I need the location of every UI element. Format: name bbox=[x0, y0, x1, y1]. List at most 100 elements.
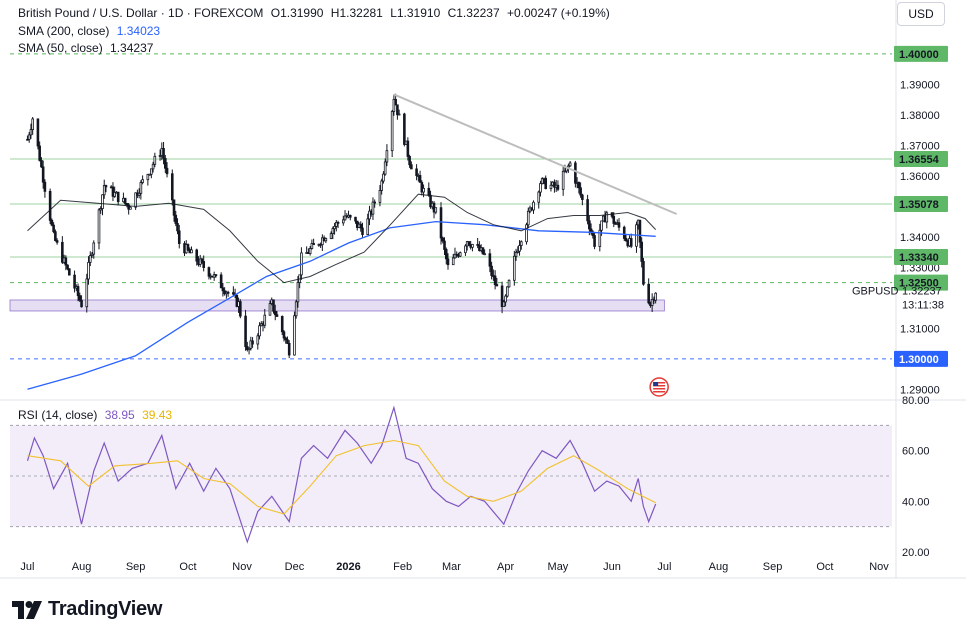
rsi-tick-label: 60.00 bbox=[902, 446, 930, 458]
candle-body bbox=[158, 155, 162, 157]
candle-body bbox=[146, 173, 150, 181]
candle bbox=[174, 210, 178, 227]
time-tick-label: Apr bbox=[497, 561, 514, 573]
candle bbox=[495, 277, 499, 287]
candle bbox=[488, 248, 492, 273]
candle bbox=[263, 308, 267, 329]
sma50-value: 1.34237 bbox=[110, 41, 154, 55]
candle-body bbox=[502, 301, 506, 308]
candle bbox=[324, 237, 328, 244]
candle bbox=[635, 221, 638, 253]
candle bbox=[80, 295, 83, 308]
ohlc-close: C1.32237 bbox=[447, 6, 500, 20]
candle-body bbox=[415, 168, 418, 177]
candle-body bbox=[471, 243, 474, 248]
candle-body bbox=[280, 316, 284, 333]
candle bbox=[50, 218, 54, 227]
candle bbox=[235, 293, 239, 308]
candle-body bbox=[397, 113, 401, 116]
candle bbox=[532, 200, 535, 214]
candle-body bbox=[40, 160, 43, 168]
rsi-legend[interactable]: RSI (14, close) 38.95 39.43 bbox=[18, 408, 176, 422]
candle-body bbox=[640, 241, 643, 262]
candle bbox=[165, 162, 169, 178]
candle bbox=[577, 181, 581, 194]
candle bbox=[329, 231, 333, 240]
price-tick-label: 1.38000 bbox=[900, 110, 940, 122]
candle-body bbox=[50, 219, 54, 226]
candle-body bbox=[361, 227, 364, 235]
time-tick-label: Sep bbox=[126, 561, 146, 573]
candle-body bbox=[476, 243, 479, 246]
level-tag-label: 1.40000 bbox=[899, 49, 939, 61]
candle bbox=[151, 161, 155, 173]
candle bbox=[111, 182, 115, 202]
level-tag-label: 1.35078 bbox=[899, 199, 939, 211]
flag-stripe bbox=[653, 382, 666, 384]
flag-stripe bbox=[653, 385, 666, 387]
candle-body bbox=[272, 299, 275, 312]
time-tick-label: Jul bbox=[657, 561, 671, 573]
candle bbox=[647, 278, 650, 305]
candle-body bbox=[418, 175, 422, 183]
currency-button[interactable]: USD bbox=[897, 2, 945, 26]
sma200-legend[interactable]: SMA (200, close) 1.34023 bbox=[18, 24, 164, 38]
candle bbox=[104, 184, 108, 193]
candle-body bbox=[251, 340, 254, 345]
candle-body bbox=[195, 249, 199, 262]
candle bbox=[101, 194, 104, 216]
level-tag-label: 1.32500 bbox=[899, 278, 939, 290]
level-tag bbox=[894, 150, 948, 167]
candle bbox=[177, 224, 181, 249]
candle bbox=[125, 202, 129, 208]
candle bbox=[518, 240, 521, 256]
candle bbox=[335, 220, 338, 232]
candle-body bbox=[202, 261, 205, 268]
candle bbox=[396, 104, 399, 120]
candle bbox=[137, 188, 141, 199]
candle bbox=[385, 144, 389, 167]
candle bbox=[312, 238, 315, 246]
candle-body bbox=[329, 233, 333, 239]
candle bbox=[172, 199, 176, 222]
candle-body bbox=[150, 168, 153, 175]
candle-body bbox=[519, 241, 523, 246]
candle bbox=[150, 168, 153, 179]
candle bbox=[549, 180, 553, 192]
candle-body bbox=[87, 261, 90, 280]
candle-body bbox=[247, 347, 251, 351]
candle bbox=[214, 273, 218, 278]
candle bbox=[464, 244, 467, 256]
candle-body bbox=[341, 219, 345, 224]
candle bbox=[61, 236, 64, 264]
candle-body bbox=[176, 223, 179, 232]
candle bbox=[273, 304, 277, 321]
level-tag bbox=[894, 350, 948, 367]
candle bbox=[361, 222, 364, 238]
candle-body bbox=[92, 242, 96, 255]
candle bbox=[284, 336, 288, 344]
candle bbox=[526, 207, 530, 229]
candle-body bbox=[141, 179, 144, 183]
time-tick-label: Nov bbox=[232, 561, 252, 573]
candle bbox=[540, 177, 544, 185]
candle-body bbox=[111, 186, 115, 197]
candle bbox=[455, 251, 459, 258]
candle-body bbox=[553, 181, 556, 188]
candle bbox=[239, 299, 242, 319]
candle-body bbox=[420, 181, 424, 193]
candle bbox=[280, 315, 284, 336]
candle-body bbox=[335, 222, 338, 227]
candle-body bbox=[451, 257, 455, 266]
tradingview-brand[interactable]: TradingView bbox=[12, 598, 162, 621]
level-tag-label: 1.33340 bbox=[899, 252, 939, 264]
candle bbox=[383, 158, 387, 176]
candle-body bbox=[383, 161, 387, 175]
sma50-legend[interactable]: SMA (50, close) 1.34237 bbox=[18, 41, 157, 55]
rsi-value: 38.95 bbox=[104, 408, 135, 422]
candle-body bbox=[321, 237, 324, 246]
sma200-label: SMA (200, close) bbox=[18, 24, 110, 38]
candle bbox=[556, 180, 560, 192]
candle-body bbox=[200, 258, 204, 262]
